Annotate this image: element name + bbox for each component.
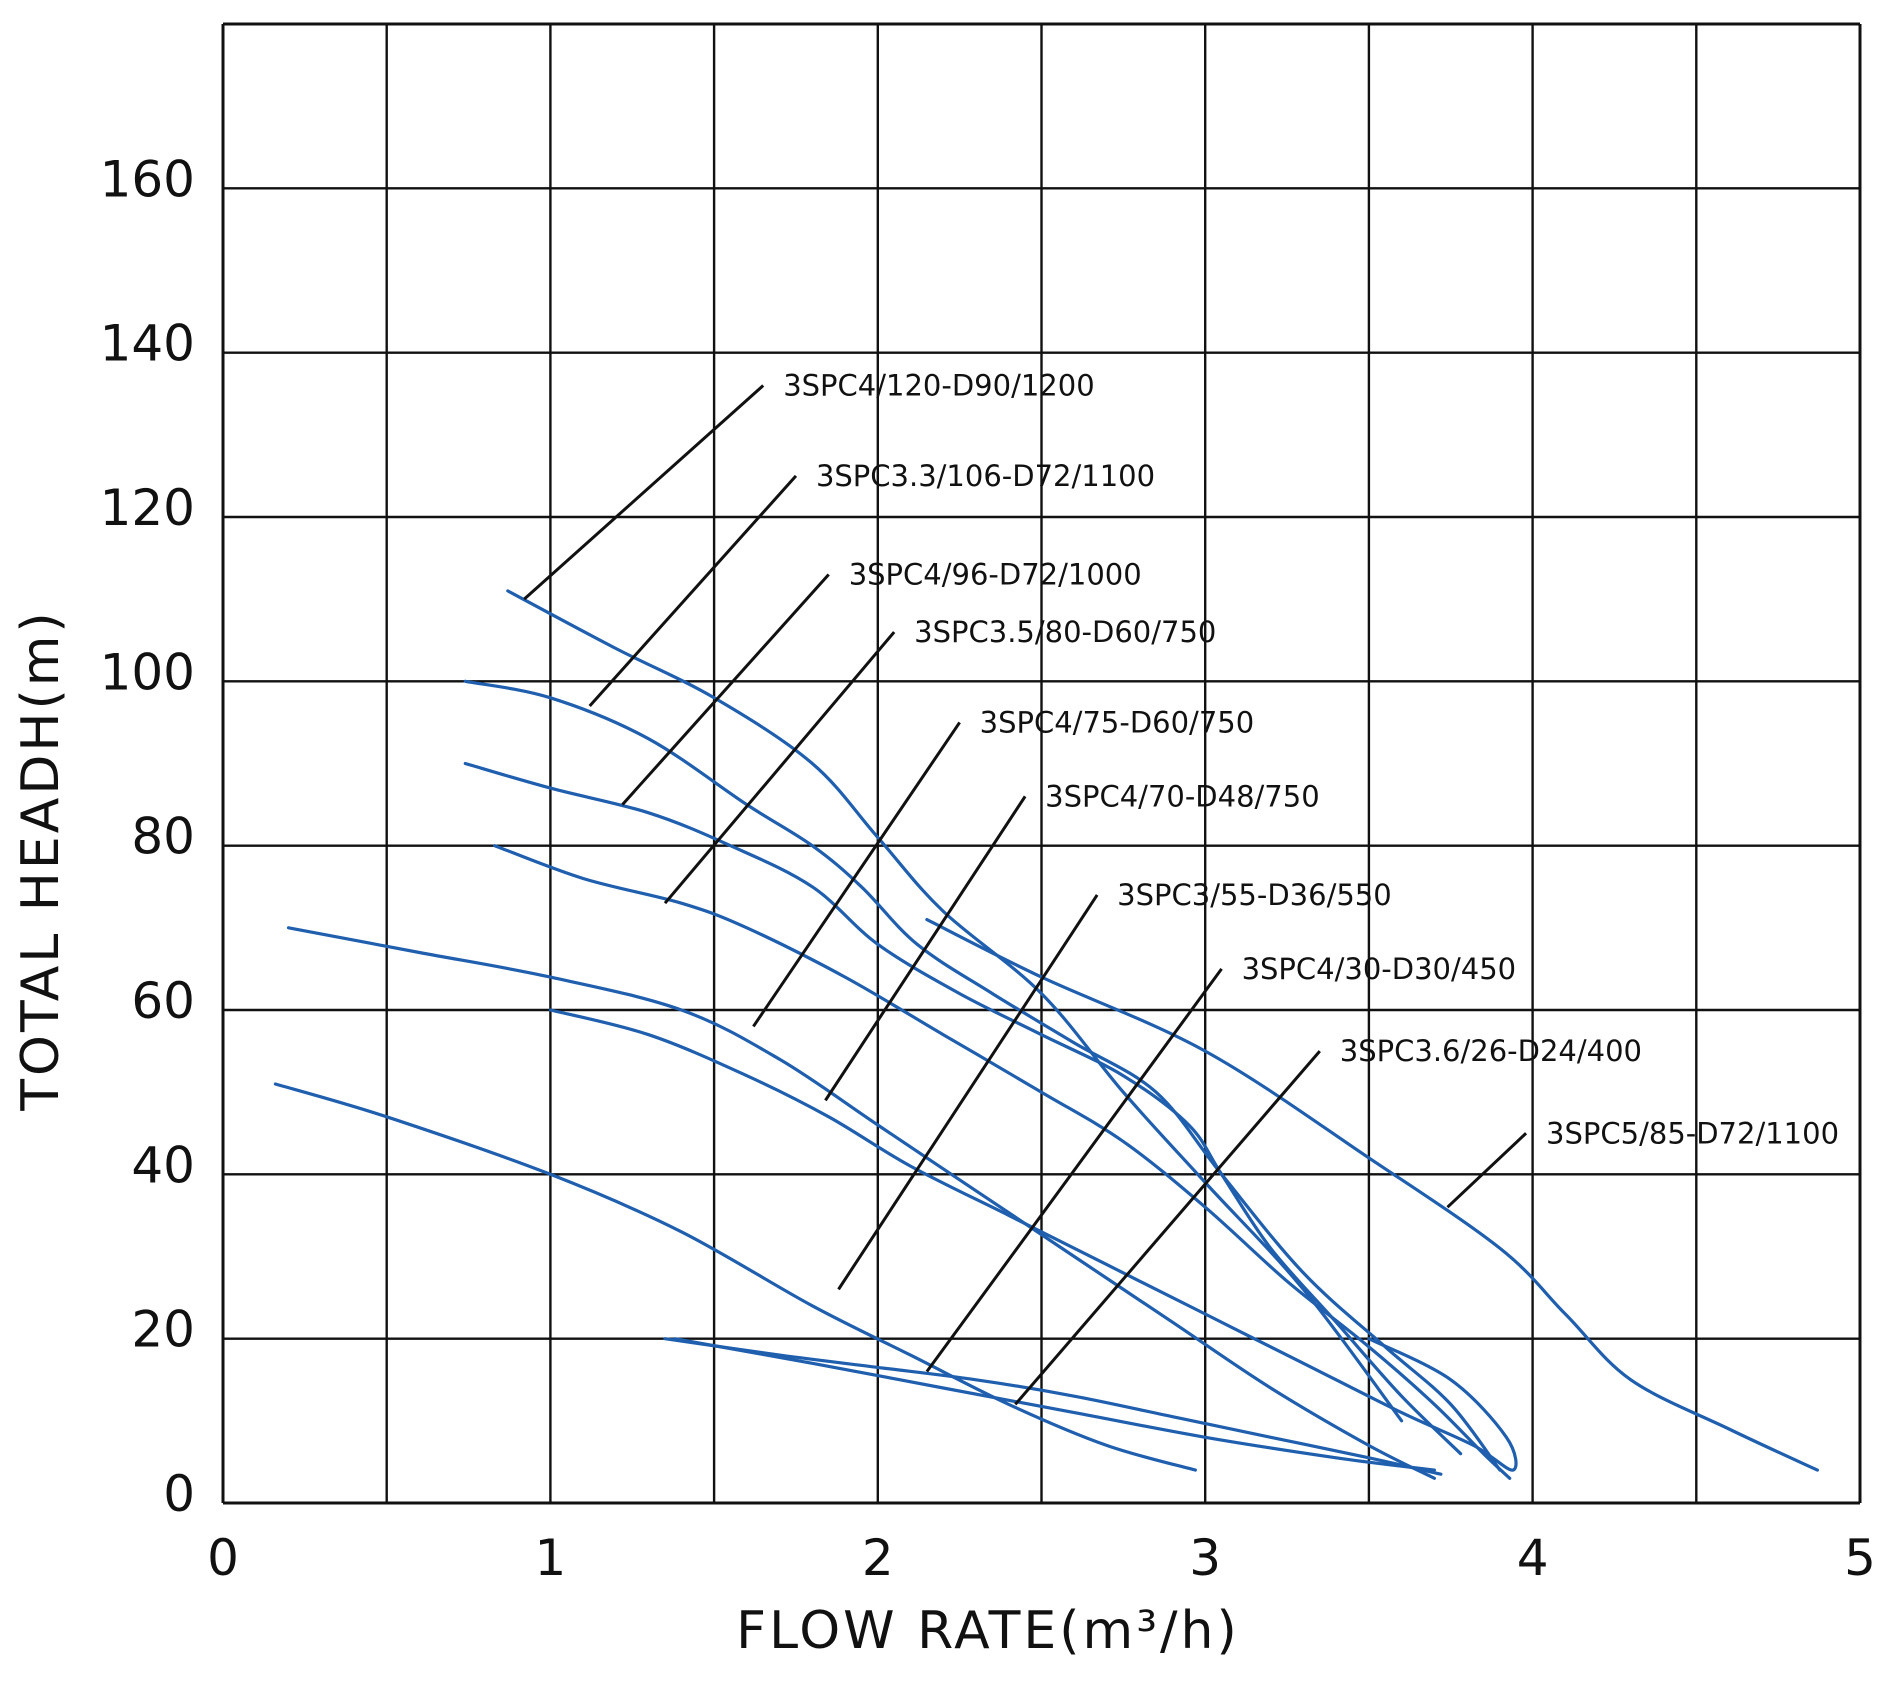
curve-label: 3SPC4/75-D60/750	[980, 705, 1255, 739]
x-tick-label: 2	[862, 1529, 894, 1587]
y-tick-label: 0	[163, 1465, 195, 1523]
x-tick-label: 1	[534, 1529, 566, 1587]
curve-3SPC3.6/26-D24/400	[673, 1337, 1436, 1472]
curve-3SPC4/96-D72/1000	[463, 761, 1463, 1456]
y-tick-label: 120	[100, 479, 195, 537]
curve-label: 3SPC3.5/80-D60/750	[914, 615, 1216, 649]
curve-3SPC3.5/80-D60/750	[493, 844, 1512, 1480]
leader-line	[621, 573, 830, 806]
y-tick-label: 80	[131, 808, 195, 866]
x-tick-label: 4	[1517, 1529, 1549, 1587]
leader-lines	[523, 384, 1528, 1406]
leader-line	[523, 384, 765, 601]
y-tick-label: 20	[131, 1301, 195, 1359]
tick-labels: 0 1 2 3 4 5 0 20 40 60 80 100 120 140 160	[100, 150, 1876, 1587]
curve-3SPC4/75-D60/750	[286, 926, 1436, 1480]
curve-label: 3SPC3/55-D36/550	[1117, 878, 1392, 912]
leader-line	[1446, 1132, 1528, 1209]
leader-line	[824, 795, 1027, 1102]
y-tick-label: 60	[131, 972, 195, 1030]
leader-line	[1014, 1050, 1321, 1406]
curve-3SPC4/120-D90/1200	[506, 589, 1404, 1423]
curve-3SPC4/70-D48/750	[548, 1008, 1518, 1472]
leader-line	[663, 631, 896, 905]
curve-3SPC3.3/106-D72/1100	[463, 679, 1502, 1472]
curve-label: 3SPC5/85-D72/1100	[1546, 1116, 1839, 1150]
leader-line	[588, 474, 798, 707]
curve-3SPC3/55-D36/550	[273, 1082, 1197, 1472]
curve-label: 3SPC3.6/26-D24/400	[1340, 1034, 1642, 1068]
curve-label: 3SPC4/120-D90/1200	[783, 369, 1094, 403]
curve-label: 3SPC4/70-D48/750	[1045, 779, 1320, 813]
curve-label: 3SPC3.3/106-D72/1100	[816, 459, 1155, 493]
y-tick-label: 40	[131, 1136, 195, 1194]
x-tick-label: 0	[207, 1529, 239, 1587]
leader-line	[837, 894, 1099, 1291]
leader-line	[925, 968, 1223, 1373]
x-axis-title: FLOW RATE(m³/h)	[736, 1601, 1240, 1661]
y-tick-label: 140	[100, 315, 195, 373]
curve-label: 3SPC4/30-D30/450	[1242, 952, 1517, 986]
leader-line	[752, 721, 961, 1028]
y-tick-label: 160	[100, 150, 195, 208]
y-tick-label: 100	[100, 643, 195, 701]
curve-3SPC4/30-D30/450	[663, 1337, 1443, 1476]
curve-label: 3SPC4/96-D72/1000	[849, 558, 1142, 592]
curve-3SPC5/85-D72/1100	[925, 918, 1819, 1472]
x-tick-label: 3	[1189, 1529, 1221, 1587]
curve-labels: 3SPC4/120-D90/1200 3SPC3.3/106-D72/1100 3S…	[783, 369, 1839, 1151]
y-axis-title: TOTAL HEADH(m)	[11, 609, 71, 1111]
x-tick-label: 5	[1844, 1529, 1876, 1587]
performance-curves	[273, 589, 1819, 1480]
